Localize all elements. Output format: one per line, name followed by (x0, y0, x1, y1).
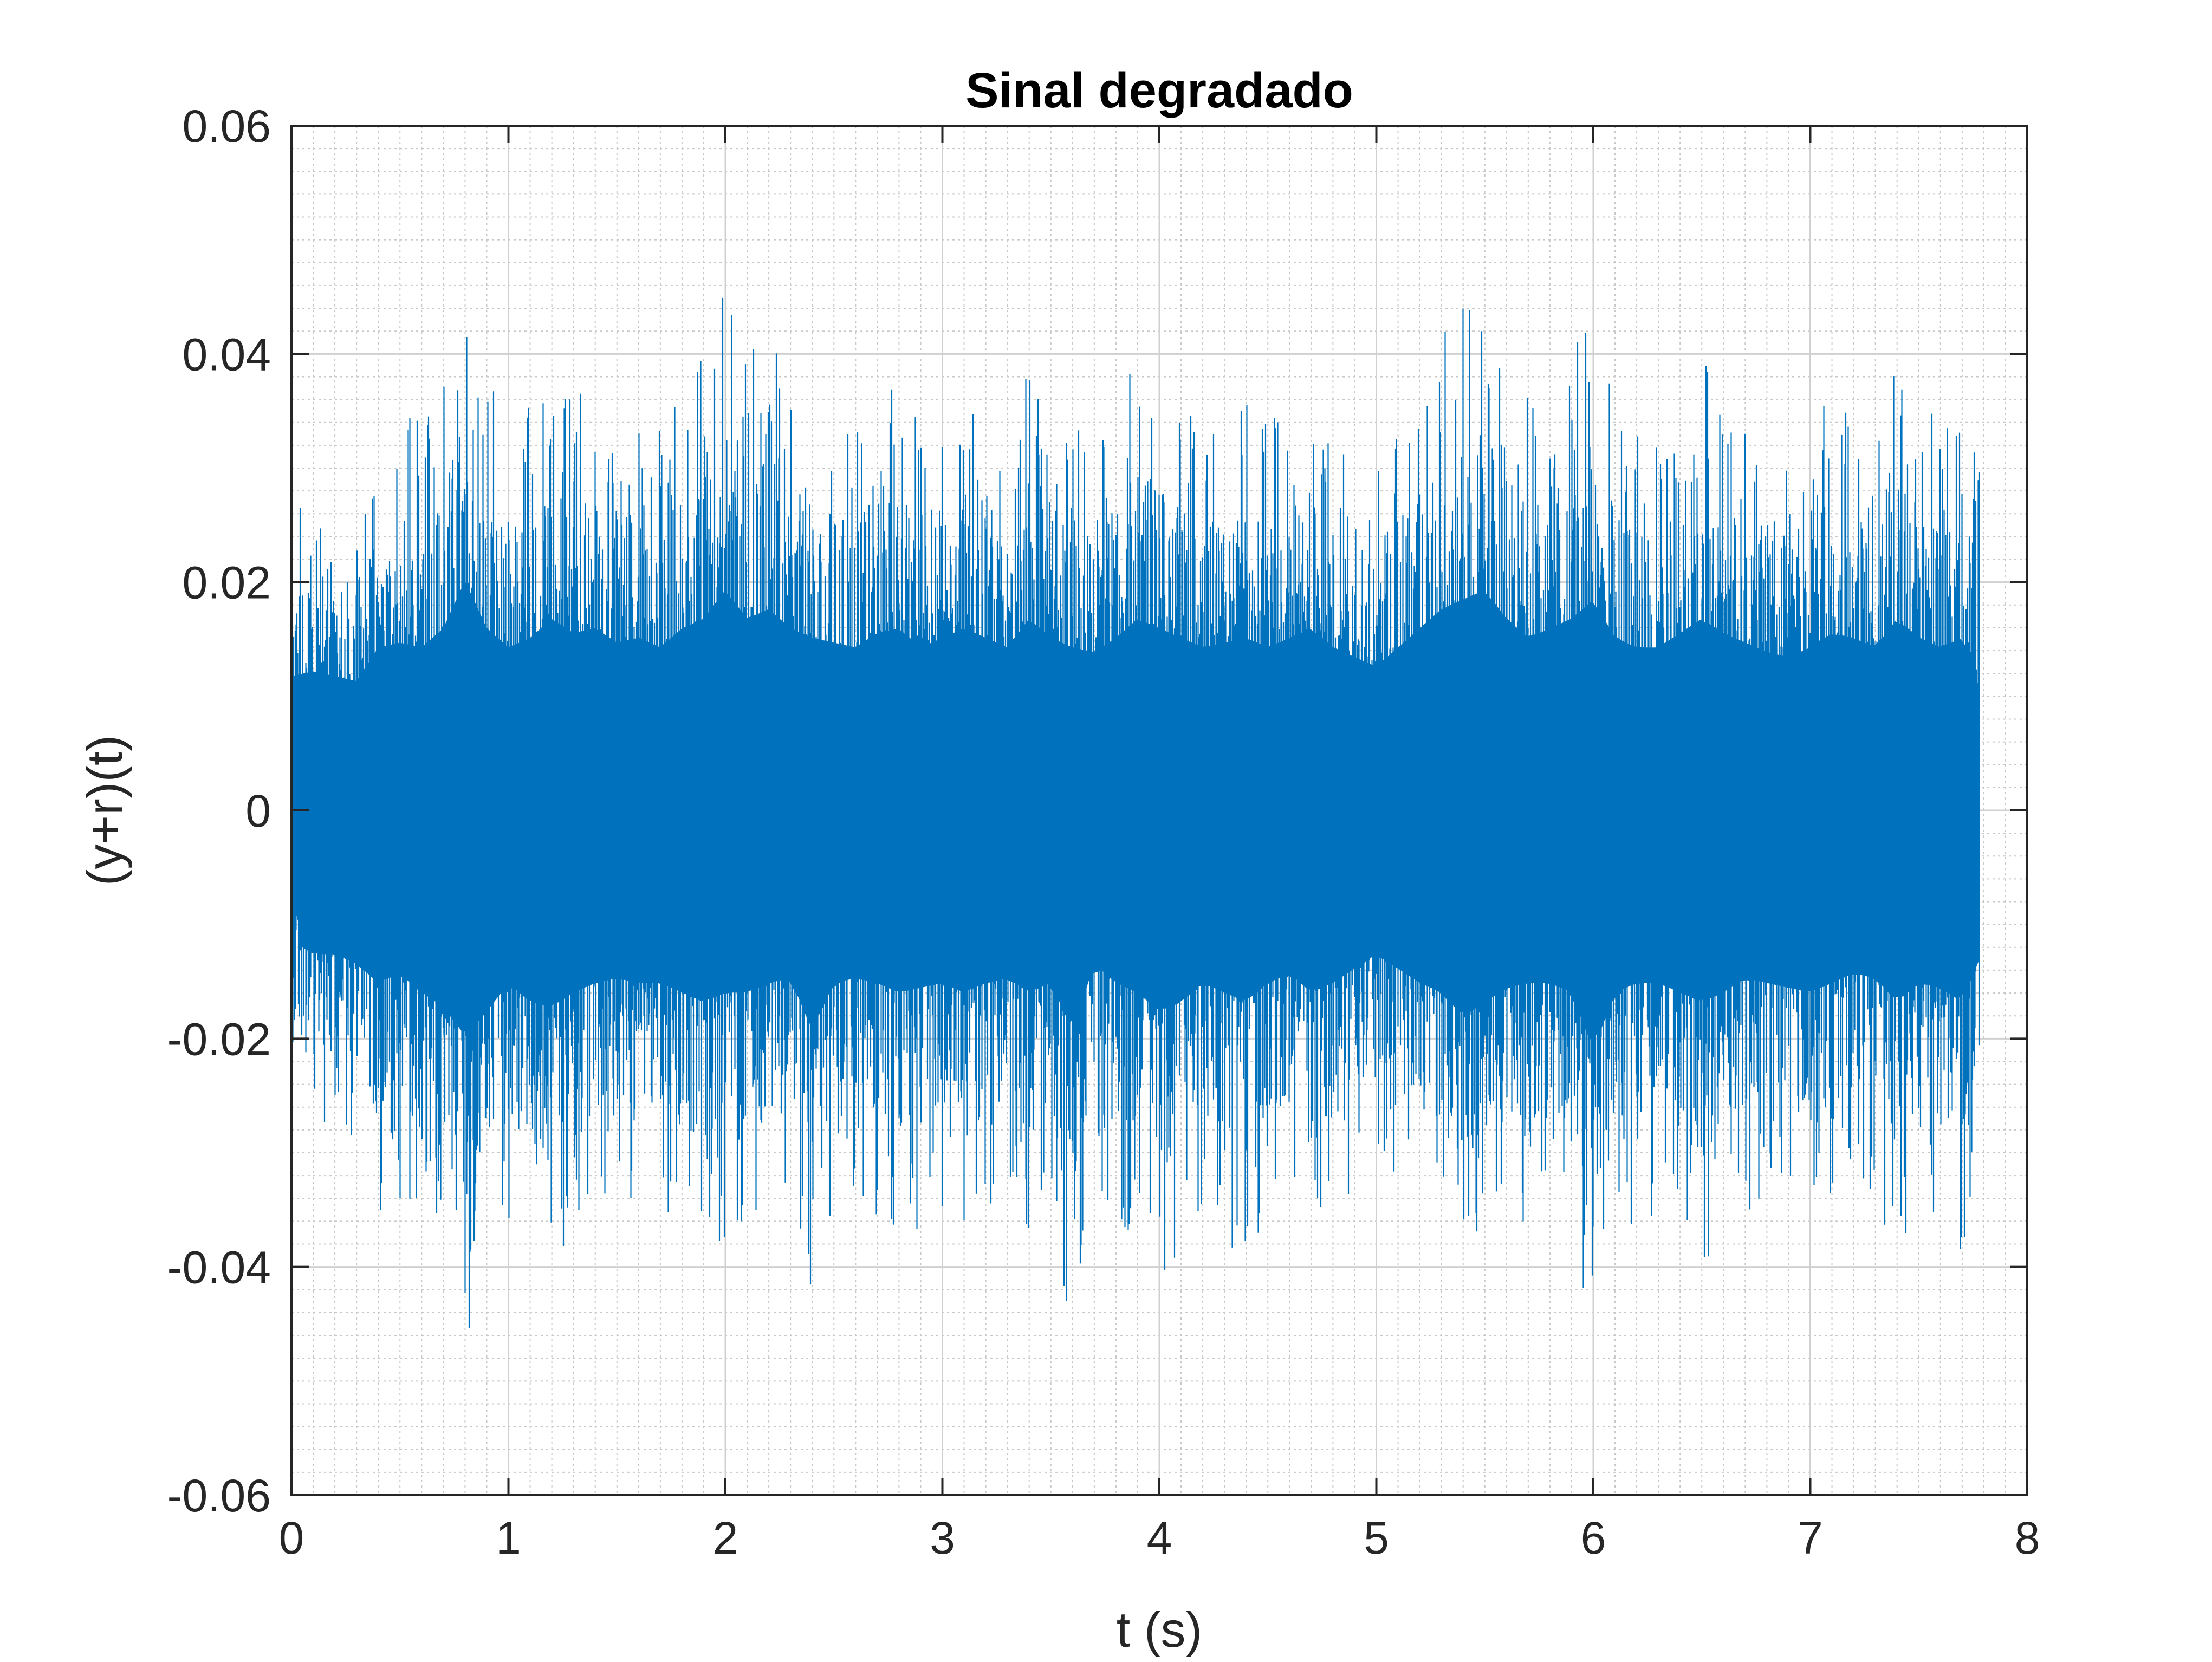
chart-title: Sinal degradado (965, 63, 1353, 118)
y-tick-labels: -0.06 -0.04 -0.02 0 0.02 0.04 0.06 (167, 101, 271, 1521)
x-axis-label: t (s) (1117, 1602, 1202, 1658)
x-tick-label: 2 (713, 1512, 738, 1563)
y-tick-label: -0.06 (167, 1470, 271, 1521)
y-tick-label: 0.06 (183, 101, 271, 152)
x-tick-label: 1 (496, 1512, 521, 1563)
x-tick-label: 0 (279, 1512, 304, 1563)
y-tick-label: 0 (245, 785, 271, 836)
x-tick-label: 6 (1581, 1512, 1606, 1563)
y-axis-label: (y+r)(t) (77, 735, 133, 886)
x-tick-label: 7 (1798, 1512, 1823, 1563)
signal-core (291, 581, 1980, 1040)
y-tick-label: -0.04 (167, 1242, 271, 1293)
x-tick-label: 5 (1364, 1512, 1389, 1563)
x-tick-label: 8 (2015, 1512, 2040, 1563)
x-tick-label: 4 (1147, 1512, 1172, 1563)
y-tick-label: 0.04 (183, 329, 271, 380)
y-tick-label: 0.02 (183, 557, 271, 608)
y-tick-label: -0.02 (167, 1014, 271, 1064)
x-tick-labels: 0 1 2 3 4 5 6 7 8 (279, 1512, 2040, 1563)
x-tick-label: 3 (930, 1512, 955, 1563)
tick-marks (290, 125, 2028, 1496)
